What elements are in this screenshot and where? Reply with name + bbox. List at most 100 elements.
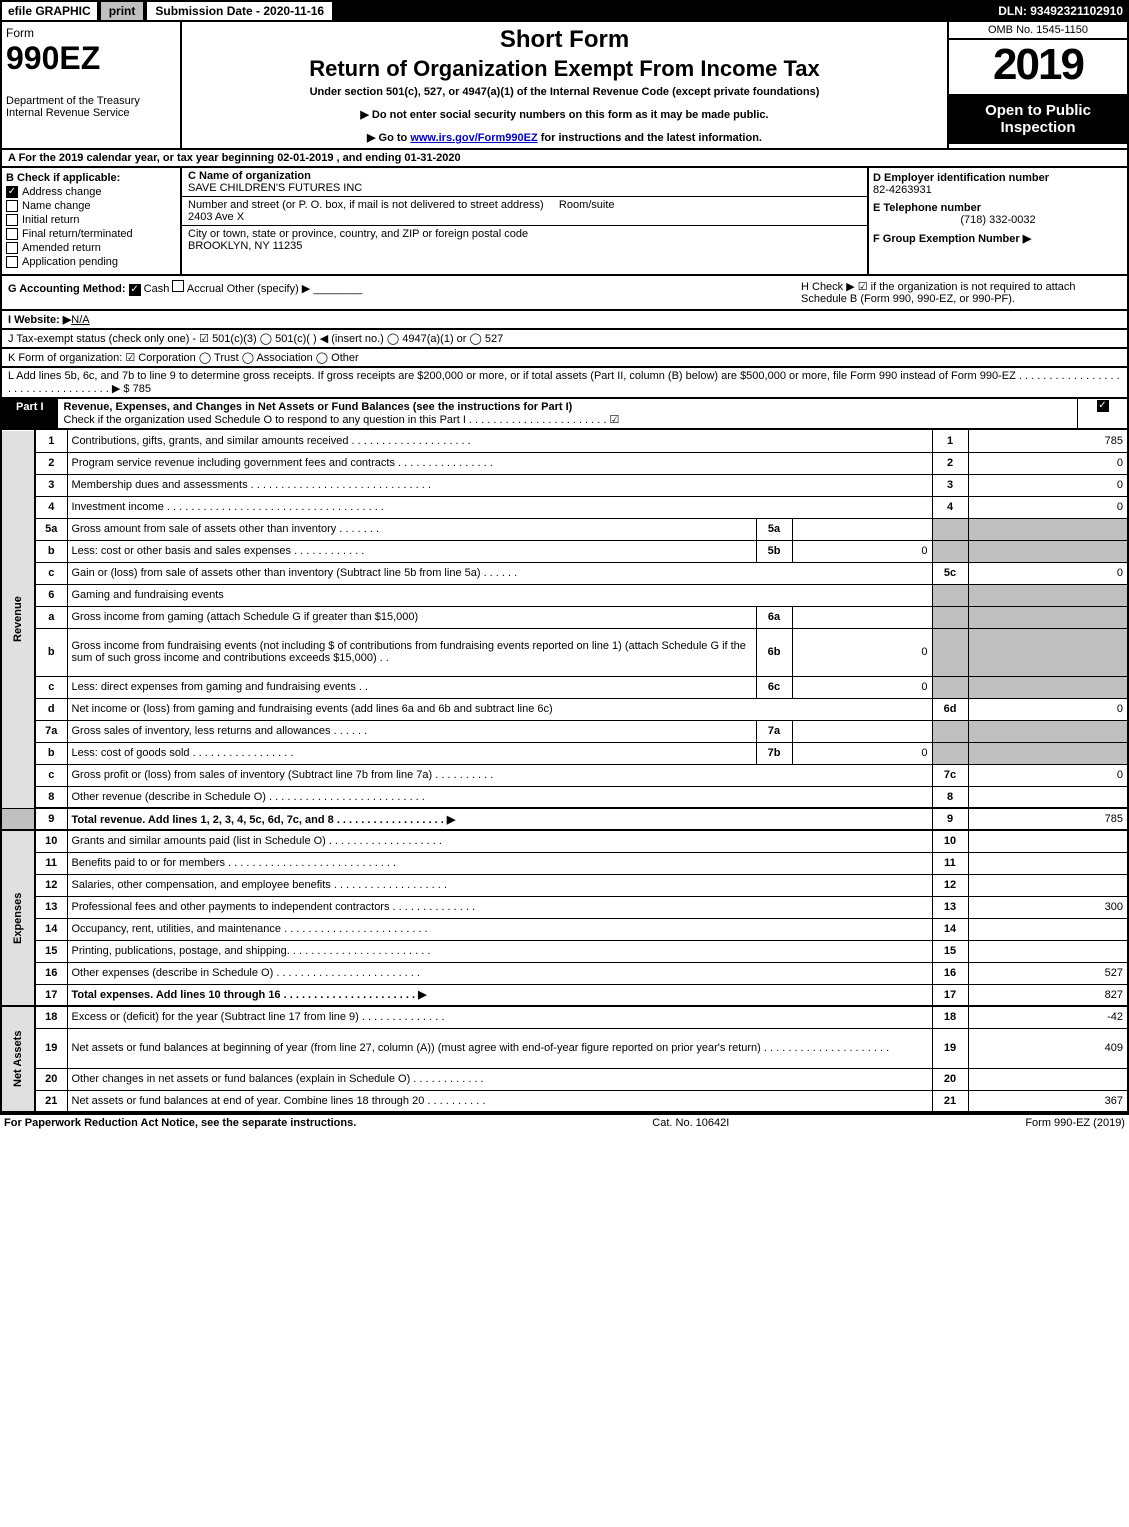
goto-post: for instructions and the latest informat…: [538, 132, 762, 144]
footer-left: For Paperwork Reduction Act Notice, see …: [4, 1117, 356, 1129]
l12-num: 12: [35, 874, 67, 896]
l6a-mb: 6a: [756, 606, 792, 628]
section-def: D Employer identification number 82-4263…: [867, 168, 1127, 274]
l12-amt: [968, 874, 1128, 896]
irs-link[interactable]: www.irs.gov/Form990EZ: [410, 132, 537, 144]
l4-amt: 0: [968, 496, 1128, 518]
header-middle: Short Form Return of Organization Exempt…: [182, 22, 947, 148]
ein-value: 82-4263931: [873, 184, 1123, 196]
section-gh: G Accounting Method: ✓ Cash Accrual Othe…: [0, 276, 1129, 311]
header-subtitle: Under section 501(c), 527, or 4947(a)(1)…: [186, 86, 943, 98]
print-button[interactable]: print: [99, 0, 146, 22]
l18-desc: Excess or (deficit) for the year (Subtra…: [67, 1006, 932, 1028]
l6a-num: a: [35, 606, 67, 628]
l8-num: 8: [35, 786, 67, 808]
l5a-amt: [968, 518, 1128, 540]
section-b: B Check if applicable: ✓Address change N…: [2, 168, 182, 274]
department-label: Department of the Treasury Internal Reve…: [6, 95, 176, 119]
l13-amt: 300: [968, 896, 1128, 918]
i-label: I Website: ▶: [8, 314, 71, 326]
l9-box: 9: [932, 808, 968, 830]
part1-check-line: Check if the organization used Schedule …: [64, 414, 620, 426]
l7b-desc: Less: cost of goods sold . . . . . . . .…: [67, 742, 756, 764]
l5b-num: b: [35, 540, 67, 562]
side-revenue: Revenue: [1, 430, 35, 808]
l13-box: 13: [932, 896, 968, 918]
group-label: F Group Exemption Number ▶: [873, 232, 1123, 245]
l11-box: 11: [932, 852, 968, 874]
l6a-amt: [968, 606, 1128, 628]
l7a-box: [932, 720, 968, 742]
l7a-amt: [968, 720, 1128, 742]
org-name-label: C Name of organization: [188, 170, 861, 182]
check-final-return[interactable]: [6, 228, 18, 240]
efile-label: efile GRAPHIC: [0, 0, 99, 22]
l6-amt: [968, 584, 1128, 606]
l10-box: 10: [932, 830, 968, 852]
info-block: B Check if applicable: ✓Address change N…: [0, 168, 1129, 276]
check-amended[interactable]: [6, 242, 18, 254]
l17-box: 17: [932, 984, 968, 1006]
l6-box: [932, 584, 968, 606]
chk-lbl-0: Address change: [22, 186, 102, 198]
l21-box: 21: [932, 1090, 968, 1112]
l11-num: 11: [35, 852, 67, 874]
section-l: L Add lines 5b, 6c, and 7b to line 9 to …: [0, 368, 1129, 399]
l6-num: 6: [35, 584, 67, 606]
l3-num: 3: [35, 474, 67, 496]
l19-box: 19: [932, 1028, 968, 1068]
check-initial-return[interactable]: [6, 214, 18, 226]
check-cash[interactable]: ✓: [129, 284, 141, 296]
check-name-change[interactable]: [6, 200, 18, 212]
l16-num: 16: [35, 962, 67, 984]
check-address-change[interactable]: ✓: [6, 186, 18, 198]
l9-desc: Total revenue. Add lines 1, 2, 3, 4, 5c,…: [67, 808, 932, 830]
l15-box: 15: [932, 940, 968, 962]
chk-lbl-3: Final return/terminated: [22, 228, 133, 240]
l5c-amt: 0: [968, 562, 1128, 584]
l18-amt: -42: [968, 1006, 1128, 1028]
check-app-pending[interactable]: [6, 256, 18, 268]
l12-desc: Salaries, other compensation, and employ…: [67, 874, 932, 896]
chk-lbl-4: Amended return: [22, 242, 101, 254]
part1-checkbox[interactable]: ✓: [1097, 400, 1109, 412]
l5b-desc: Less: cost or other basis and sales expe…: [67, 540, 756, 562]
section-c: C Name of organization SAVE CHILDREN'S F…: [182, 168, 867, 274]
l18-box: 18: [932, 1006, 968, 1028]
l5c-box: 5c: [932, 562, 968, 584]
header-right: OMB No. 1545-1150 2019 Open to Public In…: [947, 22, 1127, 148]
spacer: [1, 808, 35, 830]
street-label: Number and street (or P. O. box, if mail…: [188, 199, 544, 211]
l6c-num: c: [35, 676, 67, 698]
l10-num: 10: [35, 830, 67, 852]
check-accrual[interactable]: [172, 280, 184, 292]
l7a-mb: 7a: [756, 720, 792, 742]
goto-pre: ▶ Go to: [367, 132, 410, 144]
org-street: 2403 Ave X: [188, 211, 861, 223]
side-expenses: Expenses: [1, 830, 35, 1006]
l6a-box: [932, 606, 968, 628]
l7a-ma: [792, 720, 932, 742]
l5b-mb: 5b: [756, 540, 792, 562]
l5a-ma: [792, 518, 932, 540]
g-other: Other (specify) ▶: [227, 283, 311, 295]
l20-box: 20: [932, 1068, 968, 1090]
l5c-desc: Gain or (loss) from sale of assets other…: [67, 562, 932, 584]
chk-lbl-2: Initial return: [22, 214, 79, 226]
tel-value: (718) 332-0032: [873, 214, 1123, 226]
l6a-ma: [792, 606, 932, 628]
part1-title-text: Revenue, Expenses, and Changes in Net As…: [64, 401, 573, 413]
tax-year: 2019: [949, 40, 1127, 90]
l6b-num: b: [35, 628, 67, 676]
l3-desc: Membership dues and assessments . . . . …: [67, 474, 932, 496]
part1-tag: Part I: [2, 399, 58, 428]
l6c-box: [932, 676, 968, 698]
l8-amt: [968, 786, 1128, 808]
part1-title: Revenue, Expenses, and Changes in Net As…: [58, 399, 1077, 428]
topbar: efile GRAPHIC print Submission Date - 20…: [0, 0, 1129, 22]
l14-desc: Occupancy, rent, utilities, and maintena…: [67, 918, 932, 940]
ein-label: D Employer identification number: [873, 172, 1123, 184]
l14-num: 14: [35, 918, 67, 940]
l7c-num: c: [35, 764, 67, 786]
org-city: BROOKLYN, NY 11235: [188, 240, 861, 252]
